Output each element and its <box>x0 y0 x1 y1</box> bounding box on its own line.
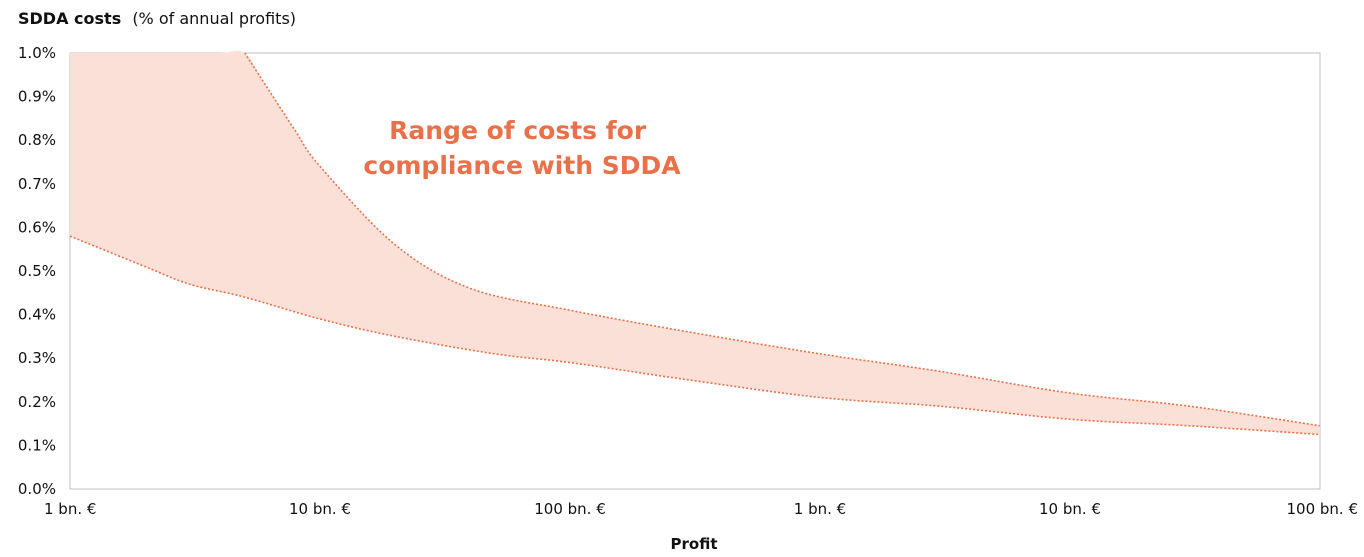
x-axis-ticks: 1 bn. € 10 bn. € 100 bn. € 1 bn. € 10 bn. € 1… <box>44 500 1358 518</box>
x-tick-label: 100 bn. € <box>534 500 606 518</box>
annotation-line-2: compliance with SDDA <box>363 151 681 180</box>
annotation-line-1: Range of costs for <box>389 116 647 145</box>
y-tick-label: 0.9% <box>18 88 56 106</box>
upper-bound-line <box>244 52 1321 427</box>
x-tick-label: 10 bn. € <box>1039 500 1101 518</box>
y-tick-label: 0.8% <box>18 131 56 149</box>
range-annotation: Range of costs for compliance with SDDA <box>363 116 681 180</box>
x-tick-label: 10 bn. € <box>289 500 351 518</box>
x-tick-label: 1 bn. € <box>44 500 96 518</box>
y-tick-label: 0.7% <box>18 175 56 193</box>
y-axis-ticks: 0.0% 0.1% 0.2% 0.3% 0.4% 0.5% 0.6% 0.7% 0.8% 0.9%… <box>18 44 56 498</box>
y-tick-label: 0.6% <box>18 218 56 236</box>
y-tick-label: 0.5% <box>18 262 56 280</box>
x-axis-label: Profit <box>671 535 718 553</box>
x-tick-label: 1 bn. € <box>794 500 846 518</box>
plot-area <box>69 50 1321 490</box>
plot-frame <box>69 52 1321 490</box>
chart-title: SDDA costs <box>18 9 121 28</box>
y-tick-label: 0.3% <box>18 349 56 367</box>
y-tick-label: 0.1% <box>18 436 56 454</box>
y-tick-label: 0.0% <box>18 480 56 498</box>
cost-range-band <box>70 50 1320 435</box>
lower-bound-line <box>69 235 1321 436</box>
chart-title-block: SDDA costs (% of annual profits) <box>18 9 296 28</box>
chart-subtitle: (% of annual profits) <box>132 9 296 28</box>
y-tick-label: 0.4% <box>18 306 56 324</box>
y-tick-label: 1.0% <box>18 44 56 62</box>
x-tick-label: 100 bn. € <box>1286 500 1358 518</box>
y-tick-label: 0.2% <box>18 393 56 411</box>
